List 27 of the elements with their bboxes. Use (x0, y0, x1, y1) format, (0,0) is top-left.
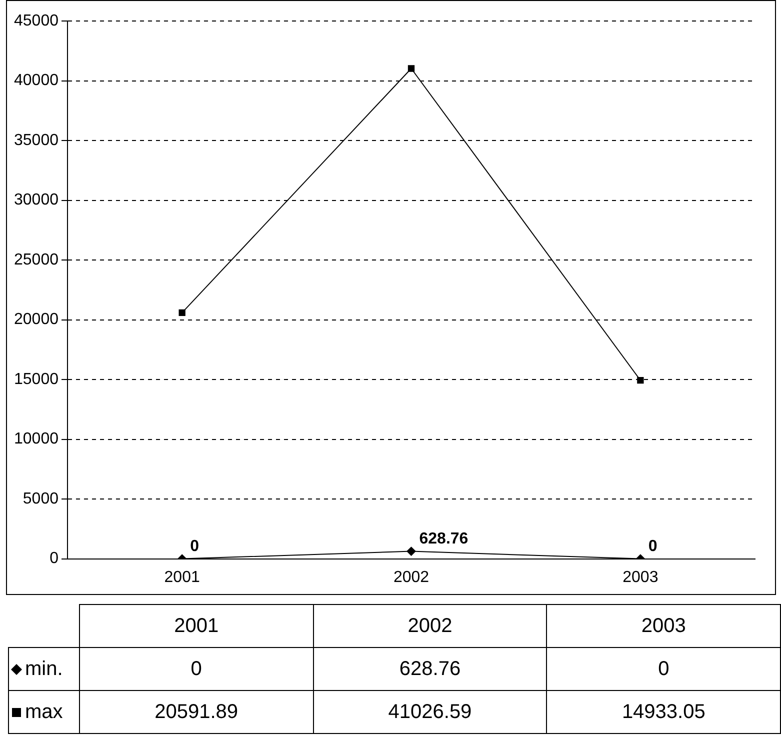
y-tick-label: 30000 (14, 192, 59, 209)
legend-label: max (8, 690, 80, 734)
category-label: 2003 (641, 614, 686, 636)
data-label: 41026.59 (313, 690, 547, 734)
text: 0 (190, 538, 199, 556)
data-label: 0 (80, 648, 314, 690)
y-tick-label: 5000 (22, 490, 59, 508)
data-label: 14933.05 (546, 690, 780, 734)
x-tick-label: 2002 (393, 568, 430, 586)
category-label: 2001 (174, 614, 219, 636)
x-tick-label: 2001 (164, 568, 200, 586)
category-label: 2002 (408, 614, 452, 636)
data-label: 20591.89 (80, 690, 314, 734)
text: 628.76 (419, 530, 468, 548)
y-tick-label: 35000 (14, 132, 59, 149)
y-tick-label: 40000 (14, 72, 59, 90)
y-tick-label: 25000 (14, 251, 59, 268)
text: 0 (648, 538, 658, 556)
y-tick-label: 45000 (14, 12, 59, 30)
y-tick-label: 0 (50, 550, 59, 568)
x-tick-label: 2003 (622, 568, 658, 586)
y-tick-label: 10000 (14, 430, 59, 448)
y-tick-label: 15000 (14, 370, 59, 388)
y-tick-label: 20000 (14, 311, 59, 328)
legend-label: min. (8, 648, 80, 690)
data-label: 0 (546, 648, 780, 690)
data-label: 628.76 (313, 648, 547, 690)
